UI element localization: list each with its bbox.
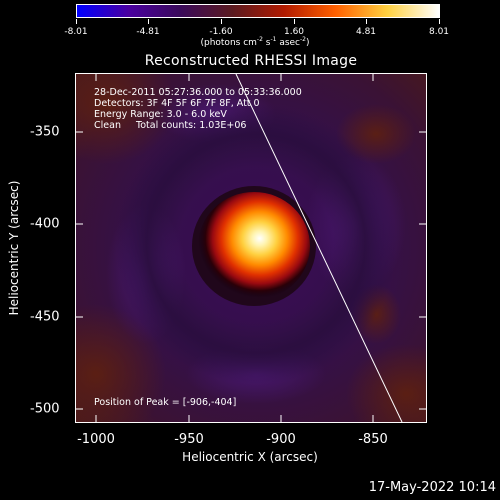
- colorbar-tick: [439, 19, 440, 24]
- colorbar-tick: [366, 19, 367, 24]
- colorbar-tick-label: -8.01: [64, 27, 88, 37]
- colorbar-tick-label: -1.60: [209, 27, 233, 37]
- y-tick-label: -350: [30, 124, 60, 140]
- x-tick-label: -900: [266, 432, 296, 447]
- image-title: Reconstructed RHESSI Image: [144, 53, 358, 69]
- colorbar-tick: [221, 19, 222, 24]
- rhessi-image: [76, 74, 426, 422]
- colorbar-tick: [148, 19, 149, 24]
- colorbar-tick-label: 1.60: [283, 27, 305, 37]
- colorbar-tick-label: -4.81: [136, 27, 160, 37]
- colorbar-tick-label: 4.81: [355, 27, 377, 37]
- y-tick-label: -400: [30, 216, 60, 232]
- x-tick-label: -1000: [77, 432, 115, 447]
- x-axis-label: Heliocentric X (arcsec): [182, 450, 318, 464]
- y-axis-label: Heliocentric Y (arcsec): [7, 180, 21, 316]
- y-tick-label: -500: [30, 401, 60, 417]
- colorbar-tick: [76, 19, 77, 24]
- peak-position-label: Position of Peak = [-906,-404]: [94, 397, 237, 408]
- timestamp: 17-May-2022 10:14: [368, 480, 496, 495]
- colorbar: [76, 4, 440, 18]
- y-tick-label: -450: [30, 309, 60, 325]
- x-tick-label: -950: [174, 432, 204, 447]
- x-tick-label: -850: [358, 432, 388, 447]
- observation-info: 28-Dec-2011 05:27:36.000 to 05:33:36.000…: [94, 87, 302, 131]
- colorbar-tick: [294, 19, 295, 24]
- colorbar-tick-label: 8.01: [428, 27, 450, 37]
- image-plot: 28-Dec-2011 05:27:36.000 to 05:33:36.000…: [75, 73, 427, 423]
- colorbar-units: (photons cm-2 s-1 asec-2): [200, 36, 310, 49]
